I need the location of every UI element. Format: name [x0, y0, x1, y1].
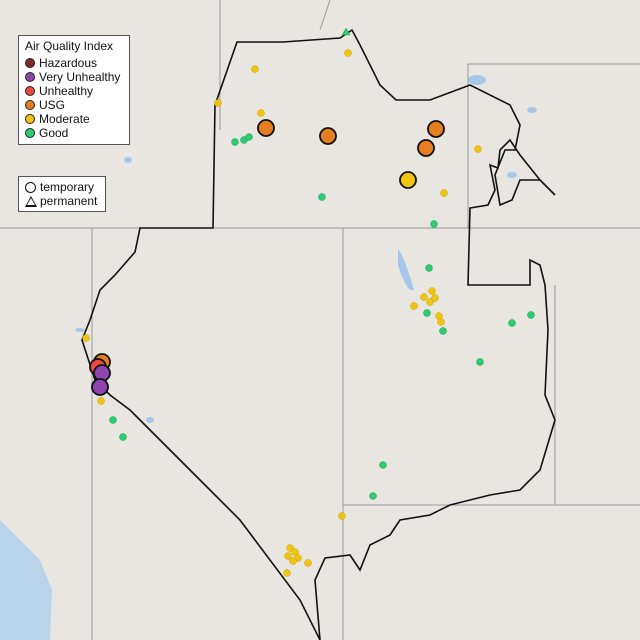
site-good[interactable]	[439, 327, 447, 335]
site-moderate[interactable]	[214, 99, 222, 107]
site-moderate[interactable]	[286, 544, 294, 552]
legend-item-temporary: temporary	[25, 180, 100, 194]
temporary-monitor-usg[interactable]	[319, 127, 337, 145]
legend-label: USG	[39, 98, 66, 112]
aqi-legend: Air Quality Index Hazardous Very Unhealt…	[18, 35, 130, 145]
site-good[interactable]	[379, 461, 387, 469]
site-moderate[interactable]	[344, 49, 352, 57]
legend-label: Good	[39, 126, 69, 140]
lake-shape	[75, 328, 85, 332]
great-salt-lake	[398, 248, 414, 291]
unhealthy-swatch	[25, 86, 35, 96]
site-moderate[interactable]	[437, 318, 445, 326]
site-good[interactable]	[425, 264, 433, 272]
legend-item-good: Good	[25, 126, 124, 140]
hazardous-swatch	[25, 58, 35, 68]
site-moderate[interactable]	[291, 548, 299, 556]
site-good[interactable]	[423, 309, 431, 317]
lake-shape	[146, 417, 154, 423]
site-moderate[interactable]	[440, 189, 448, 197]
legend-label: Very Unhealthy	[39, 70, 121, 84]
legend-label: Moderate	[39, 112, 90, 126]
legend-label: Unhealthy	[39, 84, 94, 98]
moderate-swatch	[25, 114, 35, 124]
site-moderate[interactable]	[251, 65, 259, 73]
legend-label: Hazardous	[39, 56, 98, 70]
site-good[interactable]	[369, 492, 377, 500]
triangle-icon	[25, 195, 37, 207]
site-moderate[interactable]	[338, 512, 346, 520]
site-moderate[interactable]	[410, 302, 418, 310]
site-moderate[interactable]	[283, 569, 291, 577]
lake-shape	[468, 75, 486, 85]
temporary-monitor-usg[interactable]	[257, 119, 275, 137]
site-good[interactable]	[231, 138, 239, 146]
temporary-monitors	[89, 119, 445, 396]
site-good[interactable]	[527, 311, 535, 319]
site-moderate[interactable]	[474, 145, 482, 153]
lake-shape	[507, 172, 517, 178]
monitor-type-legend: temporary permanent	[18, 176, 106, 212]
pacific-ocean	[0, 520, 52, 640]
temporary-monitor-usg[interactable]	[427, 120, 445, 138]
legend-label: permanent	[40, 194, 98, 208]
site-good[interactable]	[508, 319, 516, 327]
moderate-sites	[82, 49, 482, 577]
temporary-monitor-moderate[interactable]	[399, 171, 417, 189]
aqi-legend-title: Air Quality Index	[25, 39, 114, 53]
site-moderate[interactable]	[431, 294, 439, 302]
lake-shape	[124, 157, 132, 163]
temporary-monitor-usg[interactable]	[417, 139, 435, 157]
site-moderate[interactable]	[257, 109, 265, 117]
site-moderate[interactable]	[428, 287, 436, 295]
site-good[interactable]	[109, 416, 117, 424]
site-good[interactable]	[318, 193, 326, 201]
good-sites	[109, 27, 535, 500]
good-swatch	[25, 128, 35, 138]
legend-item-very-unhealthy: Very Unhealthy	[25, 70, 124, 84]
site-moderate[interactable]	[82, 334, 90, 342]
legend-item-hazardous: Hazardous	[25, 56, 124, 70]
site-moderate[interactable]	[420, 293, 428, 301]
very-unhealthy-swatch	[25, 72, 35, 82]
site-good-permanent[interactable]	[341, 27, 351, 36]
site-moderate[interactable]	[284, 552, 292, 560]
legend-item-moderate: Moderate	[25, 112, 124, 126]
site-moderate[interactable]	[97, 397, 105, 405]
region-boundary	[81, 28, 556, 640]
legend-item-permanent: permanent	[25, 194, 100, 208]
site-good[interactable]	[119, 433, 127, 441]
legend-item-usg: USG	[25, 98, 124, 112]
legend-label: temporary	[40, 180, 95, 194]
usg-swatch	[25, 100, 35, 110]
temporary-monitor-very-unhealthy[interactable]	[91, 378, 109, 396]
legend-item-unhealthy: Unhealthy	[25, 84, 124, 98]
site-moderate[interactable]	[304, 559, 312, 567]
site-good[interactable]	[245, 133, 253, 141]
site-moderate[interactable]	[426, 298, 434, 306]
lake-shape	[527, 107, 537, 113]
site-good[interactable]	[476, 358, 484, 366]
circle-icon	[25, 181, 36, 193]
site-moderate[interactable]	[289, 557, 297, 565]
site-good[interactable]	[430, 220, 438, 228]
